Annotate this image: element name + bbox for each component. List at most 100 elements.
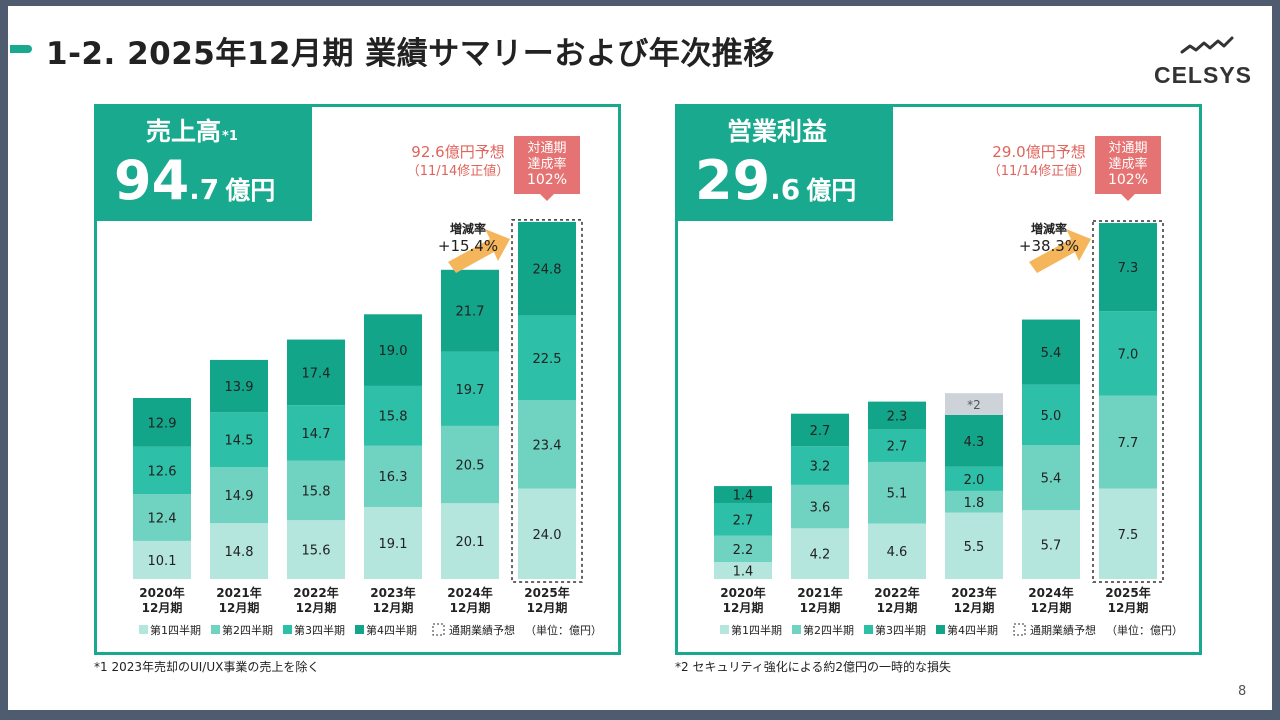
op-value-label-2-q2: 5.1 bbox=[887, 487, 908, 502]
logo-wave-icon bbox=[1180, 36, 1234, 54]
op-legend-swatch-q1 bbox=[720, 625, 729, 634]
op-kpi-dec: .6 bbox=[770, 173, 801, 206]
op-x-tick-1-1: 12月期 bbox=[800, 600, 841, 615]
sales-legend-label-q3: 第3四半期 bbox=[294, 623, 345, 637]
sales-value-label-4-q1: 20.1 bbox=[456, 535, 485, 550]
op-value-label-3-q4: 4.3 bbox=[964, 435, 985, 450]
op-bar-3-q4 bbox=[945, 414, 1003, 467]
op-badge-pointer bbox=[1121, 194, 1135, 201]
sales-value-label-3-q2: 16.3 bbox=[379, 470, 408, 485]
op-growth-arrow-icon bbox=[1029, 229, 1091, 273]
sales-panel: 売上高*1 94.7 億円 10.1 12.4 12.6 12.9 2020年 12月期 14… bbox=[94, 104, 621, 655]
op-value-label-3-q2: 1.8 bbox=[964, 496, 985, 511]
sales-value-label-2-q2: 15.8 bbox=[302, 484, 331, 499]
op-bar-2-q2 bbox=[868, 461, 926, 524]
sales-value-label-3-q1: 19.1 bbox=[379, 537, 408, 552]
op-value-label-2-q4: 2.3 bbox=[887, 409, 908, 424]
sales-x-tick-3-0: 2023年 bbox=[370, 585, 415, 600]
op-x-tick-4-1: 12月期 bbox=[1031, 600, 1072, 615]
sales-value-label-4-q4: 21.7 bbox=[456, 305, 485, 320]
op-chart: 1.42.22.71.42020年12月期4.23.63.22.72021年12… bbox=[714, 136, 1183, 637]
op-x-tick-4-0: 2024年 bbox=[1028, 585, 1073, 600]
title-accent-bar bbox=[10, 45, 32, 53]
sales-growth-arrow-icon bbox=[448, 229, 510, 273]
op-forecast-note: （11/14修正値） bbox=[988, 163, 1090, 179]
op-x-tick-2-1: 12月期 bbox=[877, 600, 918, 615]
sales-x-tick-1-1: 12月期 bbox=[219, 600, 260, 615]
op-achievement-badge bbox=[1095, 136, 1161, 194]
sales-legend-forecast-swatch bbox=[432, 623, 445, 636]
op-footnote: *2 セキュリティ強化による約2億円の一時的な損失 bbox=[675, 660, 952, 674]
sales-forecast-text: 92.6億円予想 bbox=[411, 143, 504, 161]
op-value-label-4-q4: 5.4 bbox=[1041, 346, 1062, 361]
op-value-label-3-q1: 5.5 bbox=[964, 540, 985, 555]
op-x-tick-1-0: 2021年 bbox=[797, 585, 842, 600]
op-badge-line-2: 102% bbox=[1108, 172, 1148, 188]
sales-value-label-2-q3: 14.7 bbox=[302, 427, 331, 442]
sales-badge-line-1: 達成率 bbox=[527, 156, 566, 172]
op-badge-line-1: 達成率 bbox=[1108, 156, 1147, 172]
op-legend-unit: （単位：億円） bbox=[1106, 623, 1183, 637]
sales-bar-1-q2 bbox=[210, 467, 268, 524]
sales-x-tick-5-0: 2025年 bbox=[524, 585, 569, 600]
page-number: 8 bbox=[1238, 684, 1247, 699]
op-bar-0-q3 bbox=[714, 502, 772, 536]
op-kpi-value: 29.6 億円 bbox=[695, 149, 856, 212]
op-forecast-text: 29.0億円予想 bbox=[992, 143, 1085, 161]
sales-value-label-4-q2: 20.5 bbox=[456, 459, 485, 474]
op-value-label-4-q1: 5.7 bbox=[1041, 539, 1062, 554]
sales-badge-pointer bbox=[540, 194, 554, 201]
sales-growth-label: 増減率 bbox=[450, 221, 486, 236]
op-bar-5-q4 bbox=[1099, 223, 1157, 312]
op-value-label-1-q3: 3.2 bbox=[810, 460, 831, 475]
op-legend-label-q2: 第2四半期 bbox=[803, 623, 854, 637]
sales-bar-2-q2 bbox=[287, 460, 345, 521]
op-badge-line-0: 対通期 bbox=[1108, 141, 1147, 156]
op-bar-3-q1 bbox=[945, 512, 1003, 579]
sales-legend-label-q4: 第4四半期 bbox=[366, 623, 417, 637]
op-legend-forecast-swatch bbox=[1013, 623, 1026, 636]
op-bar-0-q2 bbox=[714, 535, 772, 563]
op-bar-4-q1 bbox=[1022, 510, 1080, 579]
sales-bar-5-q3 bbox=[518, 315, 576, 401]
sales-badge-line-2: 102% bbox=[527, 172, 567, 188]
sales-bar-0-q4 bbox=[133, 398, 191, 447]
logo-text: CELSYS bbox=[1153, 62, 1253, 88]
op-bar-1-q4 bbox=[791, 413, 849, 447]
op-legend-label-q4: 第4四半期 bbox=[947, 623, 998, 637]
sales-value-label-1-q1: 14.8 bbox=[225, 545, 254, 560]
sales-legend-swatch-q2 bbox=[211, 625, 220, 634]
op-value-label-5-q3: 7.0 bbox=[1118, 347, 1139, 362]
sales-chart: 10.112.412.612.92020年12月期14.814.914.513.… bbox=[133, 136, 602, 637]
op-x-tick-0-1: 12月期 bbox=[723, 600, 764, 615]
op-bar-1-q3 bbox=[791, 446, 849, 485]
sales-bar-0-q3 bbox=[133, 446, 191, 495]
op-bar-3-q3 bbox=[945, 466, 1003, 491]
op-bar-3-q2 bbox=[945, 490, 1003, 513]
op-onetime-loss-bar bbox=[945, 393, 1003, 415]
sales-legend-swatch-q4 bbox=[355, 625, 364, 634]
sales-value-label-5-q3: 22.5 bbox=[533, 352, 562, 367]
sales-bar-2-q1 bbox=[287, 520, 345, 579]
sales-badge-line-0: 対通期 bbox=[527, 141, 566, 156]
sales-bar-3-q1 bbox=[364, 506, 422, 579]
op-value-label-3-q3: 2.0 bbox=[964, 473, 985, 488]
op-bar-2-q4 bbox=[868, 401, 926, 430]
op-kpi-title: 営業利益 bbox=[727, 117, 828, 146]
sales-legend-label-q1: 第1四半期 bbox=[150, 623, 201, 637]
sales-value-label-3-q4: 19.0 bbox=[379, 344, 408, 359]
op-bar-2-q1 bbox=[868, 523, 926, 579]
sales-bar-1-q3 bbox=[210, 412, 268, 468]
op-legend-swatch-q4 bbox=[936, 625, 945, 634]
sales-value-label-1-q4: 13.9 bbox=[225, 380, 254, 395]
sales-bar-3-q2 bbox=[364, 445, 422, 507]
op-value-label-2-q3: 2.7 bbox=[887, 440, 908, 455]
sales-legend-swatch-q1 bbox=[139, 625, 148, 634]
sales-bar-2-q3 bbox=[287, 405, 345, 461]
op-legend-forecast-label: 通期業績予想 bbox=[1030, 623, 1096, 637]
op-growth-value: +38.3% bbox=[1019, 237, 1079, 255]
sales-value-label-5-q4: 24.8 bbox=[533, 263, 562, 278]
sales-kpi-int: 94 bbox=[114, 149, 190, 212]
sales-bar-5-q4 bbox=[518, 221, 576, 316]
op-value-label-0-q4: 1.4 bbox=[733, 489, 754, 504]
